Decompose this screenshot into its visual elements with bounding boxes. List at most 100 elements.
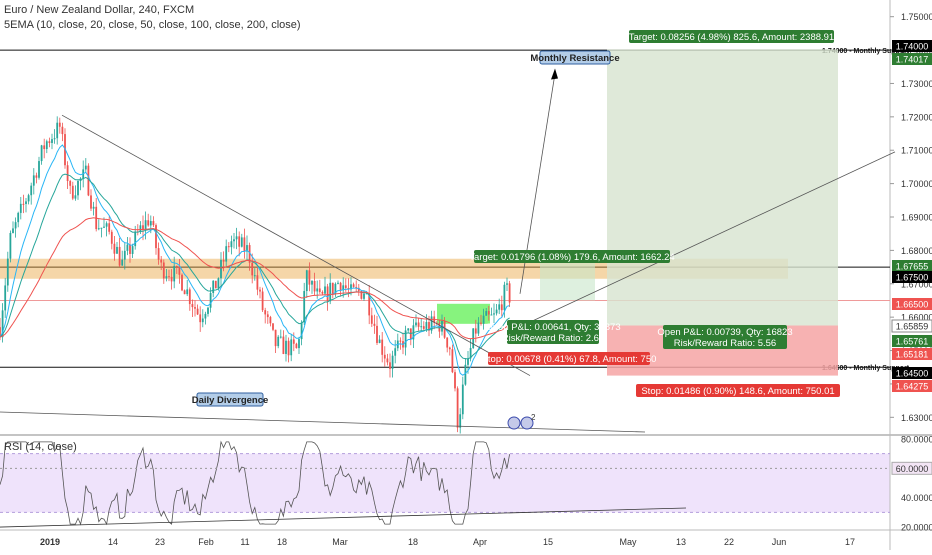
- y-tick-label: 1.71000: [901, 146, 932, 156]
- candle-body: [272, 323, 274, 330]
- candle-body: [253, 275, 256, 277]
- x-tick-label: Feb: [198, 537, 214, 547]
- candle-body: [183, 290, 186, 295]
- trendline-falling: [61, 114, 531, 376]
- candle-body: [142, 225, 144, 231]
- candle-body: [147, 220, 150, 226]
- candle-body: [313, 281, 316, 292]
- candle-body: [274, 329, 277, 347]
- candle-body: [370, 315, 373, 324]
- candle-body: [144, 220, 147, 231]
- event-marker: [507, 416, 521, 430]
- candle-body: [220, 259, 222, 279]
- candle-body: [134, 231, 137, 247]
- candle-body: [430, 316, 433, 331]
- candle-body: [66, 165, 69, 181]
- candle-body: [321, 291, 324, 294]
- candle-body: [363, 293, 365, 299]
- candle-body: [123, 250, 126, 260]
- level-label: 1.74000 - Monthly Support: [822, 48, 910, 55]
- x-tick-label: 17: [845, 537, 855, 547]
- candle-body: [1, 310, 4, 338]
- green-entry-zone: [437, 303, 490, 324]
- candle-body: [6, 258, 9, 286]
- price-tag-text: 1.65761: [896, 337, 929, 347]
- candle-body: [342, 285, 345, 291]
- candle-body: [43, 145, 46, 150]
- candle-body: [35, 175, 38, 178]
- candle-body: [339, 282, 342, 291]
- candle-body: [235, 236, 238, 240]
- x-tick-label: 2019: [40, 537, 60, 547]
- candle-body: [214, 280, 217, 289]
- candle-body: [230, 241, 233, 248]
- x-tick-label: 13: [676, 537, 686, 547]
- candle-body: [373, 323, 376, 326]
- x-tick-label: May: [619, 537, 637, 547]
- candle-body: [318, 288, 321, 292]
- price-tag-box: [892, 53, 932, 65]
- candle-body: [467, 358, 469, 365]
- candle-body: [311, 281, 313, 285]
- position-2-target-label-box: [629, 30, 834, 43]
- candle-body: [105, 223, 108, 227]
- candle-body: [191, 304, 194, 308]
- candle-body: [196, 308, 199, 315]
- candle-body: [40, 145, 43, 162]
- candle-body: [266, 314, 269, 318]
- candle-body: [461, 384, 464, 415]
- candle-body: [209, 292, 212, 308]
- chart-title: Euro / New Zealand Dollar, 240, FXCM: [4, 4, 195, 16]
- rsi-tick-label: 80.0000: [901, 434, 932, 444]
- candle-body: [188, 289, 191, 305]
- candle-body: [108, 223, 111, 232]
- candle-body: [303, 291, 306, 323]
- candle-body: [51, 139, 53, 143]
- candle-body: [277, 336, 280, 347]
- candle-body: [110, 231, 113, 244]
- price-tag-box: [892, 260, 932, 272]
- candle-body: [74, 195, 77, 199]
- price-tag-text: 1.64500: [896, 369, 929, 379]
- position-2-profit-area: [607, 49, 838, 326]
- candle-body: [0, 327, 1, 338]
- candle-body: [404, 330, 407, 348]
- candle-body: [355, 286, 358, 288]
- candle-body: [168, 276, 170, 278]
- candle-body: [300, 322, 303, 340]
- price-tag-box: [892, 271, 932, 283]
- candle-body: [295, 343, 298, 349]
- price-tag-text: 1.67500: [896, 273, 929, 283]
- position-1-stop-label-text: Stop: 0.00678 (0.41%) 67.8, Amount: 750: [482, 354, 657, 365]
- candle-body: [12, 228, 14, 233]
- candle-body: [482, 315, 485, 324]
- monthly-resistance-label-text: Monthly Resistance: [530, 53, 619, 64]
- ema-20-line: [0, 173, 510, 360]
- y-tick-label: 1.68000: [901, 246, 932, 256]
- candle-body: [480, 322, 482, 324]
- candle-body: [407, 328, 410, 331]
- candle-body: [344, 285, 347, 288]
- rsi-latest-tag: [891, 461, 932, 475]
- price-tag-text: 1.66500: [896, 300, 929, 310]
- x-tick-label: 14: [108, 537, 118, 547]
- y-tick-label: 1.72000: [901, 112, 932, 122]
- candle-body: [113, 243, 116, 254]
- x-tick-label: 15: [543, 537, 553, 547]
- candle-body: [454, 372, 456, 389]
- candle-body: [298, 339, 300, 349]
- candle-body: [290, 339, 293, 356]
- candle-body: [170, 276, 173, 282]
- candle-body: [477, 322, 480, 334]
- monthly-resistance-label-box: [539, 50, 611, 65]
- candle-body: [287, 340, 290, 356]
- y-tick-label: 1.66000: [901, 313, 932, 323]
- candle-body: [428, 322, 430, 331]
- position-1-pnl-label-box: [507, 320, 599, 344]
- candle-body: [464, 364, 467, 385]
- y-tick-label: 1.69000: [901, 213, 932, 223]
- candle-body: [469, 348, 472, 359]
- candle-body: [22, 203, 25, 205]
